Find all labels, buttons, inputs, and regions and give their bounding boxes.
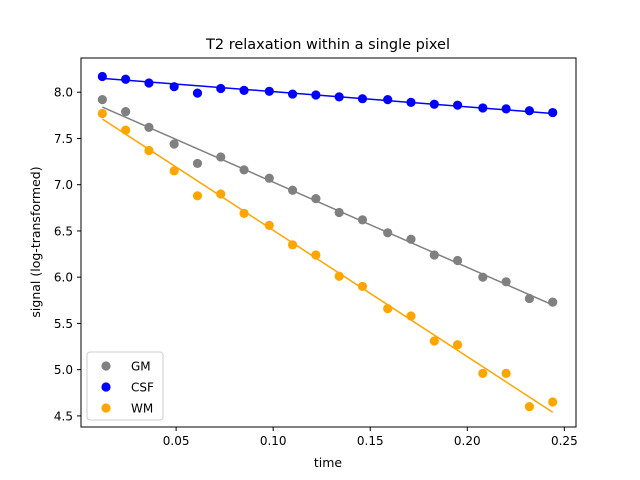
csf-point [192,88,203,98]
csf-point [429,99,439,109]
csf-point [239,85,249,95]
gm-point [216,152,226,162]
gm-point [524,293,535,304]
wm-point [121,125,131,135]
wm-point [311,250,321,260]
y-tick-label: 8.0 [54,86,73,100]
wm-point [357,281,368,292]
gm-point [383,228,393,238]
gm-point [548,297,558,307]
y-tick-label: 7.0 [54,178,73,192]
csf-point [357,94,368,104]
csf-point [287,89,298,99]
legend-marker-wm [101,403,111,413]
y-tick-label: 6.0 [54,271,73,285]
wm-point [524,402,535,412]
csf-point [548,107,558,118]
gm-point [334,207,344,218]
csf-point [144,78,154,88]
gm-point [264,173,274,183]
x-tick-label: 0.20 [454,434,481,448]
plot-area [97,71,558,413]
wm-point [216,189,226,199]
wm-point [97,108,107,119]
gm-point [144,122,154,132]
wm-point [429,336,439,346]
csf-point [97,71,107,82]
gm-point [169,139,179,149]
legend: GM CSF WM [86,351,164,421]
csf-point [264,86,274,96]
wm-point [548,397,558,407]
gm-point [192,158,203,169]
wm-point [264,220,274,230]
gm-point [501,277,511,287]
wm-point [452,340,463,350]
x-tick-label: 0.15 [357,434,384,448]
data-points [97,71,558,412]
csf-point [452,100,463,110]
x-axis: 0.05 0.10 0.15 0.20 0.25 [163,427,578,448]
legend-marker-gm [101,361,111,371]
wm-point [383,304,393,314]
gm-point [357,215,368,225]
legend-label-wm: WM [131,402,153,416]
gm-fit-line [102,106,554,306]
gm-point [239,165,249,175]
x-axis-label: time [314,455,343,470]
x-tick-label: 0.10 [260,434,287,448]
csf-point [478,103,488,113]
gm-point [478,272,488,282]
csf-point [169,82,179,92]
gm-point [121,107,131,117]
wm-point [406,311,416,321]
wm-point [169,166,179,176]
plot-frame [80,57,577,428]
wm-point [478,368,488,378]
x-tick-label: 0.25 [551,434,578,448]
gm-point [97,95,107,105]
csf-point [501,104,511,114]
y-tick-label: 4.5 [54,409,73,423]
csf-point [216,83,226,94]
y-axis: 4.5 5.0 5.5 6.0 6.5 7.0 7.5 8.0 [54,86,81,423]
legend-label-gm: GM [131,360,151,374]
csf-point [311,90,321,100]
csf-point [121,74,131,84]
x-tick-label: 0.05 [163,434,190,448]
y-tick-label: 7.5 [54,132,73,146]
csf-point [334,92,344,102]
wm-point [239,208,249,218]
gm-point [429,250,439,260]
y-tick-label: 5.0 [54,363,73,377]
csf-point [406,97,416,107]
wm-point [501,368,511,378]
wm-point [287,240,298,250]
legend-marker-csf [101,382,111,392]
legend-label-csf: CSF [131,381,154,395]
chart-title: T2 relaxation within a single pixel [205,37,450,53]
y-tick-label: 6.5 [54,224,73,238]
gm-point [406,234,416,244]
y-tick-label: 5.5 [54,317,73,331]
wm-point [144,145,154,156]
wm-point [192,191,203,201]
gm-point [287,185,298,195]
y-axis-label: signal (log-transformed) [28,166,43,317]
csf-point [524,106,535,116]
csf-point [383,95,393,105]
gm-point [452,255,463,266]
gm-point [311,193,321,204]
wm-point [334,271,344,281]
